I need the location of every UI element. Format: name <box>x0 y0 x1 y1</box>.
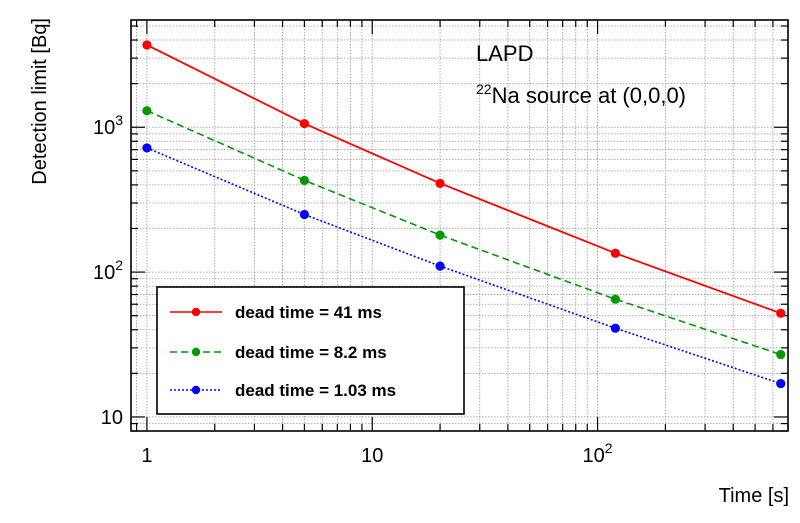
x-tick-label: 10 <box>361 445 383 467</box>
series-layer <box>142 40 786 389</box>
annotation-lapd: LAPD <box>476 41 533 66</box>
data-point-series-1 <box>610 248 621 258</box>
data-point-series-3 <box>435 261 445 271</box>
legend-label-8-2ms: dead time = 8.2 ms <box>235 343 387 362</box>
legend-marker-41ms <box>191 307 201 317</box>
data-point-series-3 <box>610 323 621 333</box>
y-tick-label: 102 <box>93 257 123 284</box>
x-tick-label: 102 <box>583 440 613 467</box>
series-line-2 <box>146 109 781 356</box>
y-tick-label: 10 <box>101 407 123 429</box>
data-point-series-3 <box>299 209 310 220</box>
annotation-source-text: Na source at (0,0,0) <box>492 83 686 108</box>
x-tick-label-sup: 2 <box>605 440 613 456</box>
data-point-series-1 <box>776 308 786 318</box>
data-point-series-2 <box>299 175 310 185</box>
legend-item-41ms: dead time = 41 ms <box>170 303 382 322</box>
data-point-series-3 <box>142 143 152 153</box>
data-point-series-2 <box>435 230 445 240</box>
y-tick-label-sup: 3 <box>115 112 123 128</box>
data-point-series-2 <box>610 294 621 304</box>
legend-box <box>156 286 465 415</box>
annotation-source: 22Na source at (0,0,0) <box>476 81 686 108</box>
data-point-series-1 <box>435 178 445 188</box>
legend-marker-1-03ms <box>191 385 201 395</box>
legend-item-8-2ms: dead time = 8.2 ms <box>170 343 387 362</box>
legend: dead time = 41 ms dead time = 8.2 ms dea… <box>156 286 465 415</box>
x-tick-label-base: 1 <box>141 445 152 467</box>
y-tick-label-base: 10 <box>93 262 115 284</box>
y-tick-label-base: 10 <box>93 117 115 139</box>
data-point-series-2 <box>776 349 786 360</box>
annotation-source-sup: 22 <box>476 81 492 97</box>
legend-label-1-03ms: dead time = 1.03 ms <box>235 381 396 400</box>
legend-label-41ms: dead time = 41 ms <box>235 303 382 322</box>
annotations: LAPD 22Na source at (0,0,0) <box>476 41 686 108</box>
y-axis-title: Detection limit [Bq] <box>29 18 51 185</box>
plot-frame <box>130 19 789 432</box>
x-axis-title: Time [s] <box>719 485 789 507</box>
x-tick-label-base: 10 <box>361 445 383 467</box>
data-point-series-1 <box>299 118 310 129</box>
data-point-series-2 <box>142 106 152 116</box>
data-point-series-1 <box>142 40 152 50</box>
y-tick-label: 103 <box>93 112 123 139</box>
y-tick-label-sup: 2 <box>115 257 123 273</box>
data-point-series-3 <box>776 378 786 389</box>
y-tick-label-base: 10 <box>101 407 123 429</box>
x-tick-label-base: 10 <box>583 445 605 467</box>
x-tick-label: 1 <box>141 445 152 467</box>
legend-item-1-03ms: dead time = 1.03 ms <box>170 381 396 400</box>
legend-marker-8-2ms <box>191 347 201 357</box>
